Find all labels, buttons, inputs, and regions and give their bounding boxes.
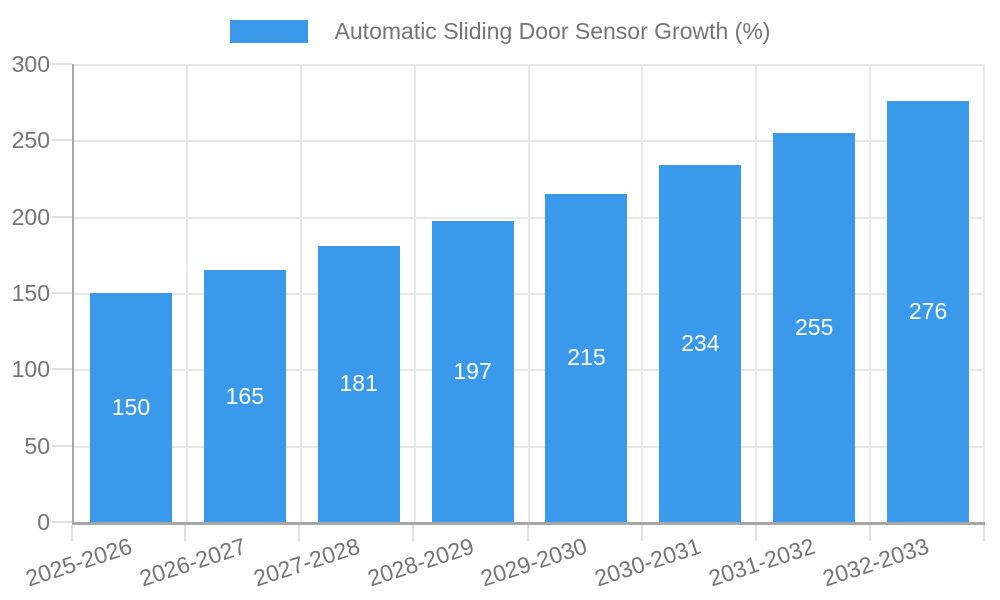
bar-value-label: 165: [225, 382, 264, 409]
bar-2027-2028: 181: [317, 245, 400, 522]
bar-value-label: 234: [681, 329, 720, 356]
plot-area: 150 165 181 197 215 234 255 276: [72, 64, 985, 525]
bar-2026-2027: 165: [203, 270, 286, 522]
y-axis-tick-label: 0: [37, 509, 50, 535]
chart-legend: Automatic Sliding Door Sensor Growth (%): [0, 17, 1000, 45]
gridline-horizontal: [74, 293, 985, 295]
y-axis-tick-mark: [52, 368, 72, 371]
y-axis-tick-label: 250: [11, 127, 50, 154]
bar-value-label: 197: [453, 358, 492, 385]
gridline-horizontal: [74, 216, 985, 219]
bar-value-label: 276: [908, 297, 948, 324]
x-axis-tick-mark: [71, 525, 73, 541]
bar-2031-2032: 255: [773, 132, 856, 522]
legend-label: Automatic Sliding Door Sensor Growth (%): [334, 17, 771, 44]
bar-value-label: 150: [111, 394, 151, 420]
x-axis-tick-mark: [868, 525, 871, 541]
y-axis-tick-mark: [52, 444, 72, 447]
gridline-horizontal: [74, 445, 985, 448]
bar-value-label: 255: [795, 313, 834, 340]
y-axis-tick-label: 200: [11, 203, 50, 230]
y-axis-tick-mark: [52, 521, 72, 523]
x-axis-tick-mark: [640, 525, 643, 541]
x-axis-tick-mark: [983, 525, 985, 541]
bar-value-label: 215: [567, 344, 606, 371]
y-axis-tick-mark: [52, 139, 72, 142]
bar-2025-2026: 150: [89, 293, 172, 522]
gridline-horizontal: [74, 369, 985, 372]
bar-value-label: 181: [339, 370, 378, 397]
bar-2032-2033: 276: [887, 100, 970, 522]
y-axis-tick-label: 50: [24, 432, 50, 459]
y-axis-tick-label: 100: [11, 356, 50, 383]
y-axis-tick-mark: [52, 292, 72, 294]
legend-swatch: [229, 19, 308, 43]
x-axis-tick-mark: [298, 525, 301, 541]
bar-2029-2030: 215: [545, 193, 628, 522]
y-axis-tick-label: 150: [11, 280, 50, 306]
gridline-horizontal: [74, 64, 985, 66]
x-axis-tick-mark: [184, 525, 187, 541]
bar-2028-2029: 197: [431, 221, 514, 522]
gridline-horizontal: [74, 140, 985, 143]
bar-2030-2031: 234: [659, 164, 742, 522]
x-axis-tick-mark: [754, 525, 757, 541]
x-axis-tick-mark: [412, 525, 415, 541]
x-axis-tick-mark: [526, 525, 529, 541]
y-axis-tick-mark: [52, 215, 72, 218]
y-axis-tick-label: 300: [11, 51, 50, 77]
y-axis-tick-mark: [52, 63, 72, 65]
